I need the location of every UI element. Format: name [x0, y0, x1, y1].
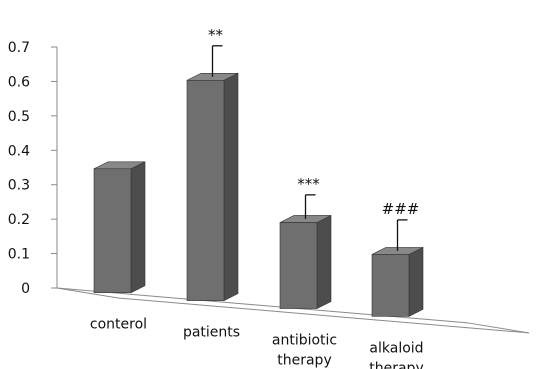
chart-axes	[56, 47, 530, 334]
floor-front-edge	[117, 297, 530, 334]
bar-side	[130, 161, 146, 294]
bar	[371, 246, 424, 317]
y-tick-label: 0.5	[8, 109, 30, 125]
y-tick-label: 0.3	[8, 178, 30, 194]
floor-right-edge	[467, 322, 530, 334]
bar-side	[223, 72, 239, 302]
significance-labels: *****###	[208, 26, 419, 218]
significance-label: ###	[382, 200, 420, 218]
y-tick-label: 0.2	[8, 212, 30, 228]
category-labels: conterol patients antibiotic therapy alkaloi…	[90, 317, 424, 369]
category-label: therapy	[277, 353, 331, 369]
y-tick-label: 0.7	[8, 40, 30, 56]
bar-front	[186, 79, 225, 301]
floor-back-edge	[56, 287, 469, 324]
error-bars	[211, 45, 408, 251]
y-tick-label: 0.4	[8, 143, 30, 159]
y-tick-label: 0.1	[8, 247, 30, 263]
bar	[93, 161, 146, 294]
significance-label: **	[208, 26, 224, 44]
bar	[186, 72, 239, 302]
category-label: antibiotic	[272, 333, 337, 349]
bar	[279, 214, 332, 310]
y-tick-label: 0	[21, 281, 30, 297]
category-label: therapy	[369, 360, 423, 369]
category-label: patients	[183, 325, 240, 341]
significance-label: ***	[297, 175, 320, 193]
floor-left-edge	[56, 287, 119, 299]
bar-front	[279, 222, 318, 309]
bar-front	[93, 168, 132, 294]
y-tick-label: 0.6	[8, 74, 30, 90]
y-axis-ticks: 0 0.1 0.2 0.3 0.4 0.5 0.6 0.7	[8, 40, 57, 297]
bar-front	[371, 254, 410, 317]
category-label: alkaloid	[369, 340, 423, 356]
category-label: conterol	[90, 317, 147, 333]
bar-side	[408, 246, 424, 317]
bar-side	[316, 214, 332, 310]
bars	[93, 72, 424, 317]
